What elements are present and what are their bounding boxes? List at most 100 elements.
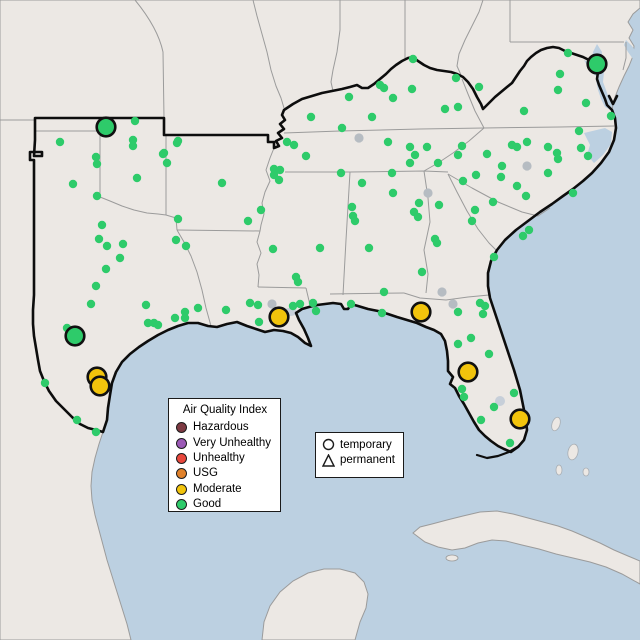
marker-good-small [453,102,463,112]
triangle-icon [322,453,335,467]
marker-good-small [458,176,468,186]
legend-swatch [176,483,187,495]
legend-item-hazardous: Hazardous [176,420,274,435]
marker-good-small [383,137,393,147]
marker-good-small [91,427,101,437]
marker-good-small [180,313,190,323]
lake-okeechobee [495,396,505,406]
marker-good-small [128,135,138,145]
marker-good-small [521,191,531,201]
marker-good-small [288,301,298,311]
marker-good-small [413,212,423,222]
marker-good-small [295,299,305,309]
marker-good-small [440,104,450,114]
marker-good-small [505,438,515,448]
marker-good-small [306,112,316,122]
marker-good-small [388,93,398,103]
marker-good-small [301,151,311,161]
marker-good-small [92,191,102,201]
florida-keys [475,444,521,460]
site-type-label: permanent [340,454,395,467]
marker-good-small [484,349,494,359]
marker-good-small [170,313,180,323]
marker-good-small [388,188,398,198]
site-type-label: temporary [340,438,392,451]
legend-label: Good [193,498,222,511]
marker-good-small [553,154,563,164]
marker-good-small [350,216,360,226]
marker-good-small [94,234,104,244]
marker-good-small [253,300,263,310]
marker-good-small [433,158,443,168]
marker-good-small [337,123,347,133]
marker-good-small [543,142,553,152]
marker-good-small [453,307,463,317]
marker-urban-area-gray [448,299,458,309]
marker-good-small [245,298,255,308]
marker-good-small [466,333,476,343]
marker-good-small [405,158,415,168]
marker-good-small [379,287,389,297]
marker-good-small [315,243,325,253]
marker-moderate-large-temporary [268,306,290,328]
marker-good-small [543,168,553,178]
marker-good-small [480,301,490,311]
marker-good-small [97,220,107,230]
marker-urban-area-gray [522,161,532,171]
marker-good-small [467,216,477,226]
marker-moderate-large-temporary [509,408,531,430]
marker-good-small [86,299,96,309]
marker-good-small [563,48,573,58]
marker-good-small [275,165,285,175]
marker-good-small [408,54,418,64]
marker-good-small [293,277,303,287]
marker-good-small [40,378,50,388]
marker-good-small [274,175,284,185]
marker-good-small [414,198,424,208]
marker-good-small [282,137,292,147]
legend-swatch [176,437,187,449]
monitor-markers [40,48,616,448]
marker-good-small [606,111,616,121]
legend-label: Unhealthy [193,451,245,464]
marker-good-small [581,98,591,108]
marker-good-small [132,173,142,183]
marker-good-small [217,178,227,188]
legend-item-unhealthy: Unhealthy [176,451,274,466]
site-type-legend: temporary permanent [315,432,404,478]
site-type-item-temporary: temporary [322,437,397,453]
marker-good-small [72,415,82,425]
legend-item-good: Good [176,497,274,512]
aqi-legend-items: Hazardous Very Unhealthy Unhealthy USG Moder… [176,420,274,512]
marker-good-small [519,106,529,116]
legend-item-usg: USG [176,466,274,481]
delmarva-tip [607,94,619,106]
legend-swatch [176,499,187,511]
marker-good-small [482,149,492,159]
delaware-bay [624,40,640,66]
marker-good-small [91,281,101,291]
marker-good-small [256,205,266,215]
marker-good-small [181,241,191,251]
marker-good-small [377,308,387,318]
marker-good-small [336,168,346,178]
marker-good-small [576,143,586,153]
marker-good-small [344,92,354,102]
marker-good-small [497,161,507,171]
marker-good-small [115,253,125,263]
marker-good-small [357,178,367,188]
marker-good-small [141,300,151,310]
legend-label: Very Unhealthy [193,436,271,449]
marker-good-small [457,141,467,151]
marker-urban-area-gray [354,133,364,143]
marker-good-small [364,243,374,253]
marker-good-large-temporary [64,325,86,347]
marker-good-small [92,159,102,169]
marker-good-small [193,303,203,313]
marker-good-small [583,151,593,161]
legend-item-moderate: Moderate [176,482,274,497]
marker-good-small [102,241,112,251]
marker-good-small [476,415,486,425]
